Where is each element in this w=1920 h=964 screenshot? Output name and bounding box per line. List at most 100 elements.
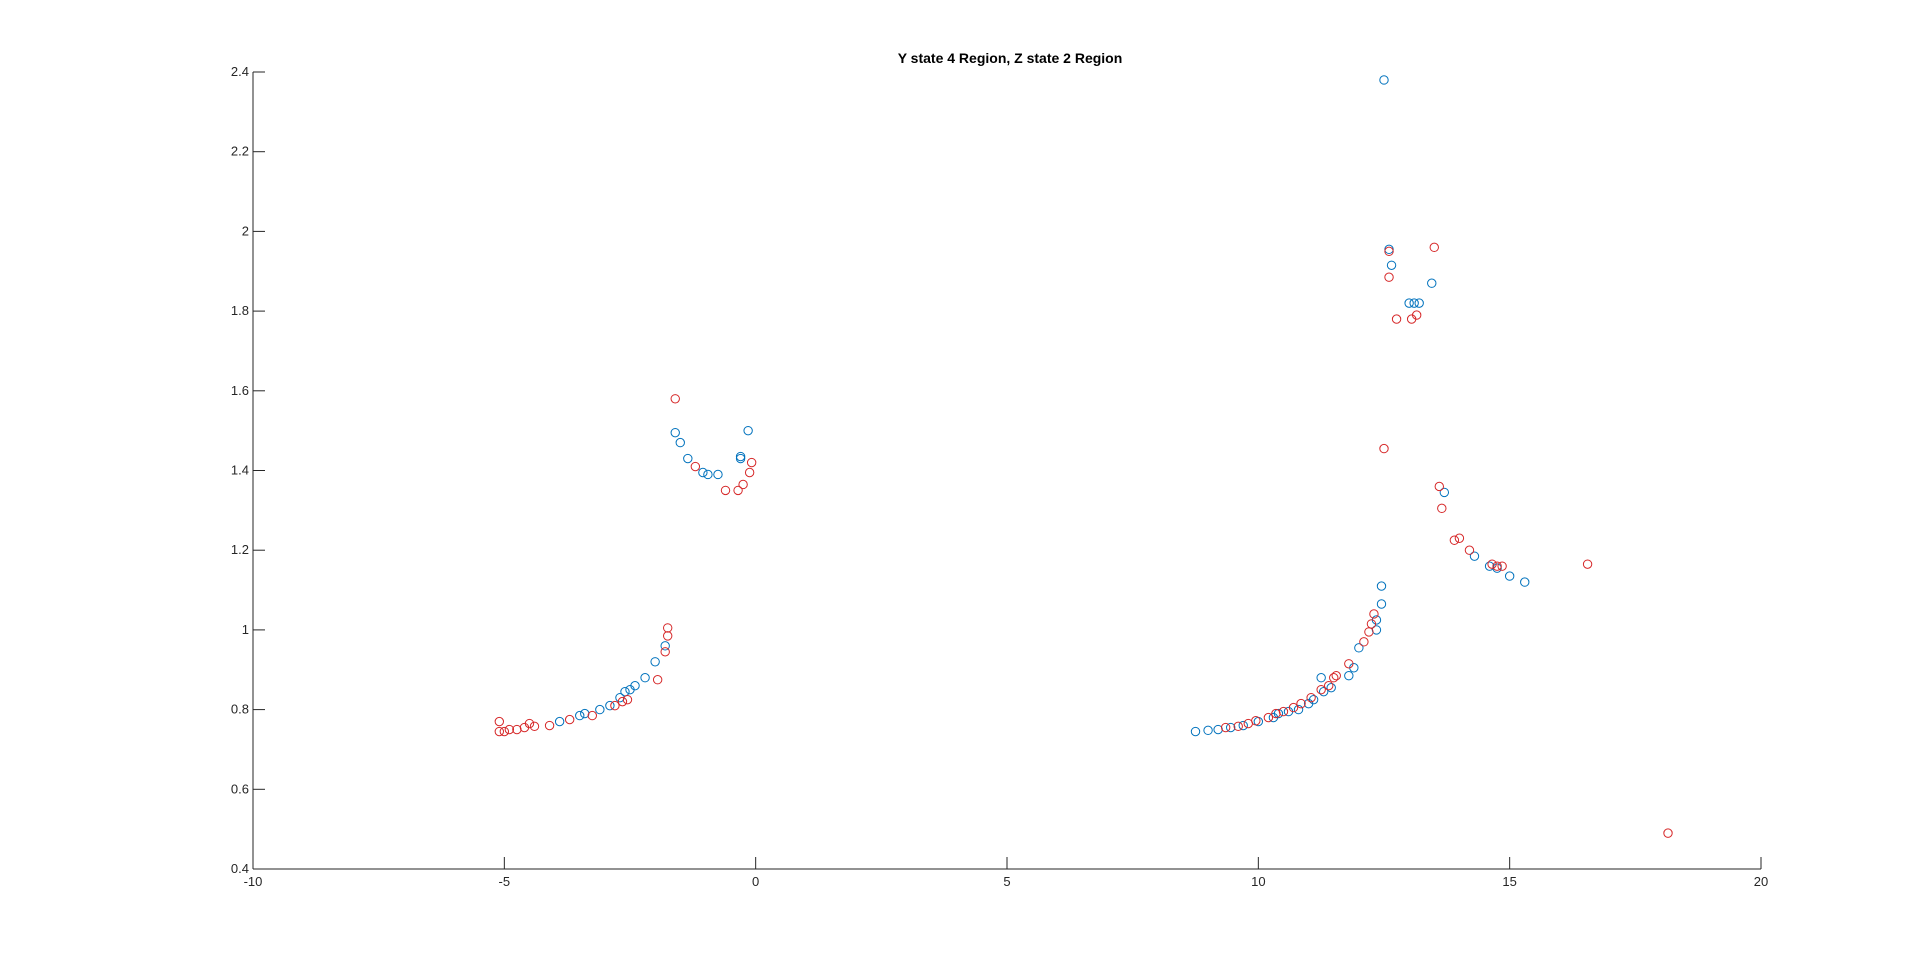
- data-point: [564, 714, 575, 725]
- data-point: [1238, 720, 1248, 731]
- data-point: [524, 718, 535, 729]
- y-tick-label: 0.8: [231, 702, 249, 717]
- data-point: [494, 726, 505, 737]
- data-point: [1344, 659, 1354, 669]
- data-point: [1308, 694, 1319, 705]
- data-point: [1663, 828, 1673, 838]
- data-point: [713, 469, 723, 480]
- data-point: [1504, 571, 1515, 581]
- data-point: [1376, 581, 1387, 591]
- data-point: [690, 461, 701, 472]
- data-point: [1354, 643, 1364, 653]
- data-point: [1318, 686, 1329, 697]
- data-point: [1288, 702, 1299, 713]
- y-tick-label: 1.8: [231, 303, 249, 318]
- data-point: [1464, 545, 1475, 555]
- data-point: [1379, 443, 1389, 454]
- data-point: [1331, 671, 1341, 681]
- data-point: [1263, 712, 1274, 723]
- data-point: [1296, 698, 1306, 709]
- data-point: [720, 485, 731, 496]
- x-tick-label: -10: [244, 874, 263, 889]
- data-point: [746, 457, 757, 468]
- data-point: [1386, 260, 1397, 270]
- data-point: [1203, 725, 1213, 736]
- data-point: [660, 641, 670, 651]
- data-point: [1437, 503, 1447, 514]
- x-tick-label: 5: [1003, 874, 1010, 889]
- data-point: [1427, 278, 1437, 288]
- data-point: [733, 485, 743, 496]
- data-point: [1273, 708, 1284, 719]
- data-point: [1293, 704, 1304, 715]
- y-tick-label: 2: [242, 223, 249, 238]
- y-tick-label: 0.6: [231, 781, 249, 796]
- data-point: [1439, 487, 1450, 498]
- data-point: [670, 394, 680, 404]
- data-point: [1220, 722, 1231, 733]
- axes: -10 -5 0 5 10 15 20 0.4 0.6 0.8 1 1.2 1.4 1.6 1.8 2 2.2 2…: [231, 64, 1768, 889]
- data-point: [743, 425, 753, 436]
- data-point: [1306, 692, 1316, 703]
- data-point: [660, 647, 670, 657]
- data-point: [1326, 682, 1336, 693]
- data-point: [1344, 671, 1354, 681]
- data-point: [703, 469, 713, 480]
- data-point: [1366, 619, 1377, 629]
- data-point: [504, 724, 515, 735]
- y-tick-label: 1.4: [231, 463, 249, 478]
- data-point: [1376, 599, 1387, 609]
- data-point: [622, 694, 633, 705]
- data-point: [1359, 637, 1369, 647]
- data-point: [1409, 298, 1419, 308]
- data-point: [630, 680, 640, 691]
- data-point: [595, 704, 605, 715]
- data-point: [1225, 722, 1236, 733]
- data-point: [1316, 673, 1326, 683]
- data-point: [1404, 298, 1414, 308]
- data-point: [650, 657, 660, 667]
- data-point: [1329, 673, 1339, 683]
- data-point: [1582, 559, 1593, 569]
- x-tick-label: 10: [1251, 874, 1265, 889]
- data-point: [554, 716, 565, 727]
- data-point: [1411, 310, 1422, 320]
- data-point: [1379, 75, 1389, 85]
- data-point: [605, 700, 615, 711]
- x-tick-label: 15: [1502, 874, 1516, 889]
- data-point: [494, 716, 505, 727]
- data-point: [1369, 609, 1379, 619]
- y-tick-label: 1.2: [231, 542, 249, 557]
- data-point: [1233, 721, 1243, 732]
- data-point: [1429, 242, 1439, 253]
- data-point: [698, 467, 708, 478]
- y-tick-label: 2.2: [231, 144, 249, 159]
- data-point: [1449, 535, 1460, 545]
- data-point: [738, 479, 748, 490]
- data-point: [1316, 684, 1326, 695]
- data-point: [1497, 561, 1507, 571]
- data-point: [1324, 680, 1334, 691]
- data-point: [744, 467, 755, 478]
- data-point: [544, 720, 555, 731]
- data-point: [675, 437, 685, 448]
- data-point: [499, 726, 510, 737]
- data-point: [1251, 716, 1261, 726]
- data-point: [683, 453, 693, 464]
- chart-title: Y state 4 Region, Z state 2 Region: [898, 50, 1123, 66]
- data-point: [575, 710, 585, 721]
- data-point: [587, 710, 597, 721]
- data-point: [617, 696, 628, 707]
- data-point: [1384, 272, 1394, 282]
- y-tick-label: 0.4: [231, 861, 249, 876]
- y-tick-label: 1: [242, 622, 249, 637]
- data-point: [1278, 706, 1289, 717]
- data-point: [529, 721, 540, 732]
- data-point: [1190, 726, 1201, 737]
- data-point: [1469, 551, 1480, 561]
- data-point: [652, 675, 663, 685]
- plot-area: [494, 75, 1673, 838]
- data-point: [670, 427, 680, 438]
